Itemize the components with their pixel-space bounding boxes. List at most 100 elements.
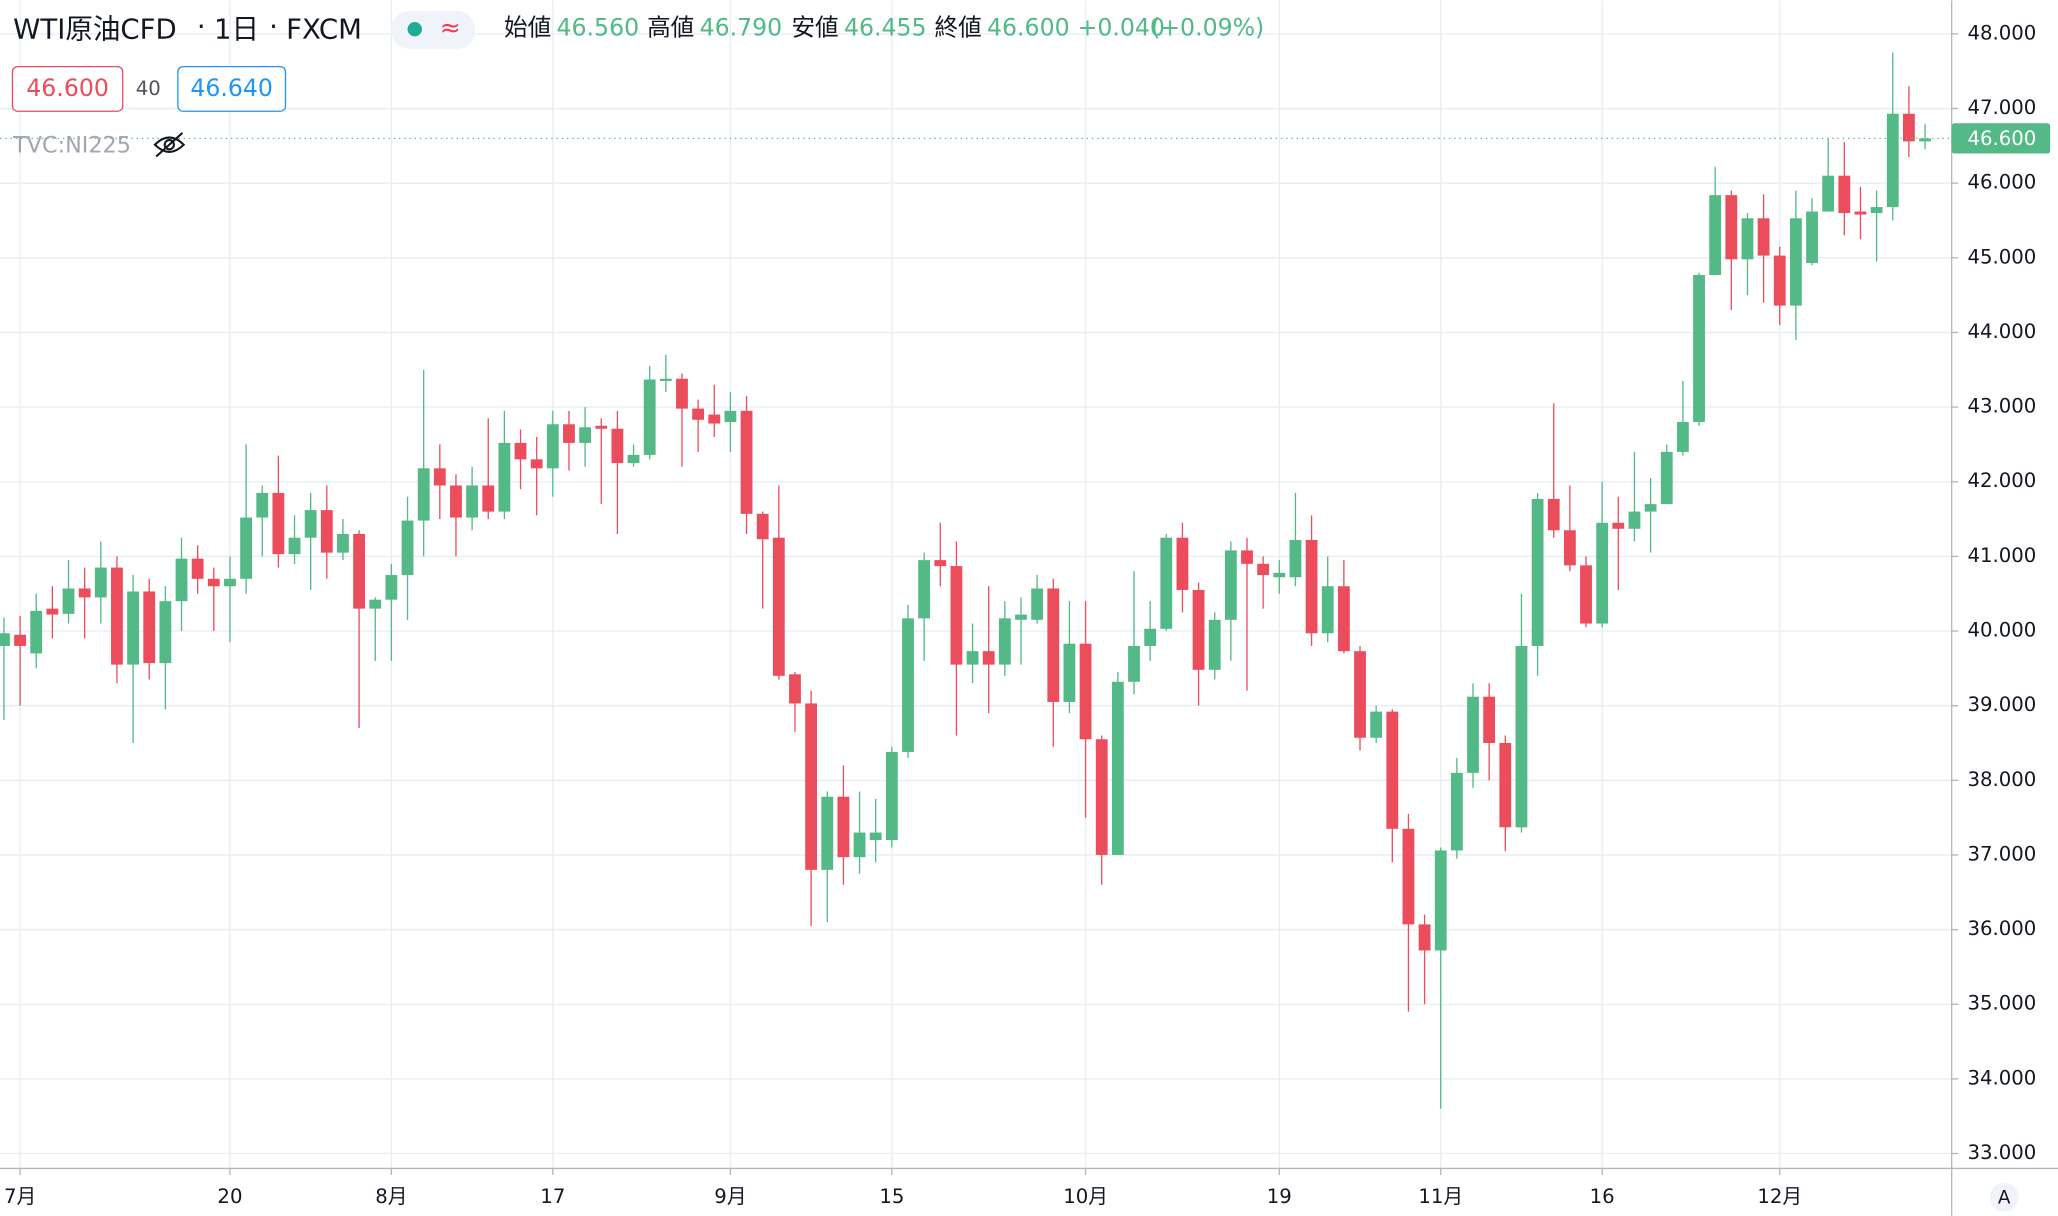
buy-button[interactable] <box>177 65 287 112</box>
candle-body <box>417 468 430 521</box>
y-tick-label: 35.000 <box>1967 992 2036 1015</box>
candle-body <box>966 651 979 665</box>
ohlc-label: 終値 <box>935 14 982 42</box>
ohlc-label: 安値 <box>791 14 838 42</box>
candle-body <box>595 425 608 429</box>
delayed-icon: ≈ <box>440 13 461 42</box>
candle-body <box>1806 211 1818 264</box>
symbol: WTI原油CFD <box>13 14 177 46</box>
candle-body <box>207 578 220 587</box>
ohlc-label: 高値 <box>647 14 694 42</box>
candle-body <box>1741 218 1754 260</box>
candle-body <box>353 533 366 609</box>
sell-price[interactable]: 46.600 <box>26 74 109 102</box>
candle-body <box>1612 522 1625 529</box>
candle-body <box>1370 711 1383 738</box>
candle-body <box>1902 113 1915 142</box>
candle-body <box>1886 113 1899 208</box>
y-tick-label: 33.000 <box>1967 1141 2036 1164</box>
candle-body <box>853 832 866 858</box>
y-tick-label: 44.000 <box>1967 320 2036 343</box>
axes: 33.000 34.000 35.000 36.000 37.000 38.000 39.0… <box>4 21 2051 1208</box>
candle-body <box>1015 614 1027 620</box>
candle-body <box>1257 563 1270 576</box>
candle-body <box>982 651 995 665</box>
candle-body <box>1047 588 1060 702</box>
y-tick-label: 48.000 <box>1967 21 2036 44</box>
candle-body <box>1192 589 1205 670</box>
candle-body <box>1176 537 1189 590</box>
candle-body <box>1822 175 1835 212</box>
candle-body <box>1660 451 1673 505</box>
x-tick-label: 11月 <box>1418 1185 1463 1208</box>
candle-body <box>1241 550 1253 564</box>
candle-body <box>288 537 301 555</box>
candle-body <box>159 601 172 664</box>
candle-body <box>498 442 511 512</box>
candle-body <box>740 410 753 514</box>
x-tick-label: 9月 <box>714 1185 746 1208</box>
auto-scale-button[interactable]: A <box>1989 1182 2019 1212</box>
hide-icon[interactable] <box>153 132 186 158</box>
y-tick-label: 37.000 <box>1967 842 2036 865</box>
candle-body <box>240 517 252 579</box>
exchange: FXCM <box>286 14 362 46</box>
buy-price[interactable]: 46.640 <box>190 74 273 102</box>
candles <box>0 52 1952 1109</box>
candle-body <box>1031 588 1044 620</box>
candle-body <box>1676 422 1689 452</box>
candle-body <box>1499 742 1512 828</box>
candle-body <box>482 485 495 512</box>
candle-body <box>1128 645 1140 682</box>
candle-body <box>433 468 446 486</box>
y-tick-label: 41.000 <box>1967 544 2036 567</box>
candle-body <box>643 379 656 455</box>
status-pill[interactable] <box>391 10 476 49</box>
y-tick-label: 34.000 <box>1967 1066 2036 1089</box>
candle-body <box>1693 274 1705 423</box>
y-tick-label: 43.000 <box>1967 395 2036 418</box>
x-tick-label: 19 <box>1267 1185 1292 1208</box>
candle-body <box>885 751 898 841</box>
candle-body <box>837 796 850 858</box>
sell-button[interactable] <box>11 65 124 112</box>
candle-body <box>676 378 688 409</box>
x-tick-label: 17 <box>540 1185 565 1208</box>
ohlc-value: 46.790 <box>700 14 783 42</box>
candle-body <box>466 485 479 518</box>
x-tick-label: 7月 <box>4 1185 36 1208</box>
x-tick-label: 8月 <box>375 1185 407 1208</box>
candle-body <box>1450 772 1463 851</box>
auto-label[interactable]: A <box>1998 1188 2011 1209</box>
candle-body <box>1757 218 1770 256</box>
candle-body <box>272 492 285 555</box>
candle-body <box>611 428 624 464</box>
candle-body <box>1838 175 1851 214</box>
candle-body <box>127 591 139 665</box>
candle-body <box>175 558 188 602</box>
candle-body <box>1337 586 1350 652</box>
candle-body <box>1305 539 1318 634</box>
market-open-dot <box>407 21 422 37</box>
y-tick-label: 46.000 <box>1967 171 2036 194</box>
candle-body <box>1515 645 1528 828</box>
candle-body <box>659 378 672 381</box>
interval: 1日 <box>214 14 259 46</box>
candle-body <box>46 608 59 615</box>
y-tick-label: 40.000 <box>1967 619 2036 642</box>
candle-body <box>450 485 462 518</box>
candle-body <box>902 618 914 752</box>
candle-body <box>30 610 43 654</box>
candle-body <box>1095 739 1108 855</box>
candle-body <box>530 459 543 469</box>
candle-body <box>1321 586 1334 634</box>
change: +0.040 <box>1078 14 1165 42</box>
x-tick-label: 20 <box>217 1185 242 1208</box>
candle-body <box>1111 681 1124 855</box>
y-tick-label: 45.000 <box>1967 245 2036 268</box>
candle-body <box>1402 828 1415 925</box>
candle-body <box>62 588 75 614</box>
candle-body <box>869 832 882 841</box>
x-tick-label: 10月 <box>1063 1185 1108 1208</box>
